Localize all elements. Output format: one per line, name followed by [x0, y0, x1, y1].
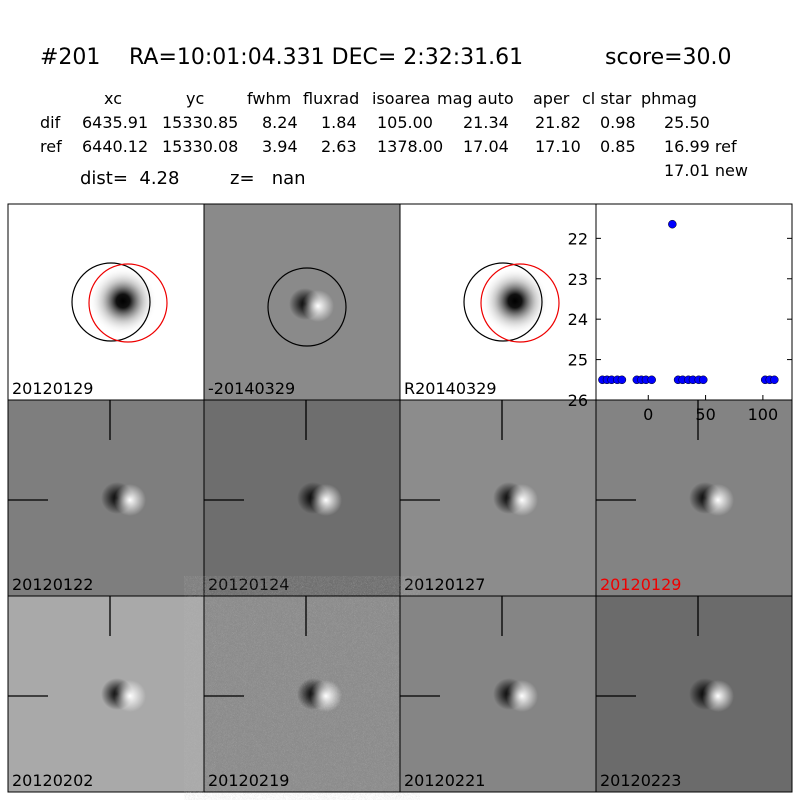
redshift: z= nan — [230, 168, 306, 189]
x-tick-label: 0 — [643, 405, 653, 424]
dipole-light — [114, 484, 146, 516]
column-header: mag auto — [437, 89, 514, 108]
table-cell: 6440.12 — [82, 137, 148, 156]
dipole-light — [506, 484, 538, 516]
table-cell: 1.84 — [321, 113, 357, 132]
coordinates: RA=10:01:04.331 DEC= 2:32:31.61 — [129, 45, 523, 70]
source-blob — [481, 267, 549, 335]
x-tick-label: 50 — [695, 405, 715, 424]
point — [668, 219, 677, 229]
dipole-light — [114, 680, 146, 712]
dipole-light — [702, 484, 734, 516]
column-header: cl star — [582, 89, 632, 108]
dipole-light — [506, 680, 538, 712]
table-cell: 21.82 — [535, 113, 581, 132]
x-tick-label: 100 — [748, 405, 779, 424]
point — [770, 375, 779, 385]
stamp-label: 20120202 — [12, 771, 93, 790]
dipole-light — [310, 680, 342, 712]
table-cell: 25.50 — [664, 113, 710, 132]
table-cell: 6435.91 — [82, 113, 148, 132]
table-cell: 1378.00 — [377, 137, 443, 156]
aperture-circle — [267, 267, 347, 347]
table-cell: 3.94 — [262, 137, 298, 156]
point — [617, 375, 627, 385]
table-cell: 105.00 — [377, 113, 433, 132]
stamp-label: R20140329 — [404, 379, 497, 398]
distance: dist= 4.28 — [80, 168, 179, 189]
phmag-new: 17.01 new — [664, 161, 748, 180]
stamp-label: 20120127 — [404, 575, 485, 594]
y-tick-label: 22 — [568, 229, 588, 248]
table-cell: 15330.08 — [162, 137, 238, 156]
score: score=30.0 — [605, 45, 732, 70]
table-cell: 0.98 — [600, 113, 636, 132]
dipole-light — [310, 484, 342, 516]
stamp-label: 20120219 — [208, 771, 289, 790]
y-tick-label: 25 — [568, 351, 588, 370]
table-cell: 2.63 — [321, 137, 357, 156]
dipole-light — [302, 290, 334, 322]
stamp-label: 20120129 — [600, 575, 681, 594]
stamp-label: 20120124 — [208, 575, 289, 594]
stamp-label: 20120223 — [600, 771, 681, 790]
point — [647, 375, 656, 385]
column-header: yc — [186, 89, 204, 108]
chart-background — [595, 203, 793, 401]
column-header: fwhm — [247, 89, 291, 108]
stamp-frame — [595, 595, 793, 793]
row-label: dif — [40, 113, 61, 132]
row-label: ref — [40, 137, 62, 156]
column-header: fluxrad — [303, 89, 359, 108]
stamp-label: -20140329 — [208, 379, 295, 398]
new-circle — [480, 263, 560, 343]
column-header: xc — [104, 89, 122, 108]
column-header: isoarea — [372, 89, 430, 108]
new-circle — [88, 263, 168, 343]
dipole-light — [702, 680, 734, 712]
column-header: aper — [533, 89, 570, 108]
stamp-label: 20120129 — [12, 379, 93, 398]
y-tick-label: 24 — [568, 310, 588, 329]
y-tick-label: 26 — [568, 391, 588, 410]
object-id: #201 — [40, 45, 100, 70]
source-blob — [89, 267, 157, 335]
table-cell: 17.10 — [535, 137, 581, 156]
y-tick-label: 23 — [568, 270, 588, 289]
point — [699, 375, 708, 385]
ref-circle — [71, 262, 151, 342]
ref-circle — [463, 262, 543, 342]
table-cell: 8.24 — [262, 113, 298, 132]
table-cell: 21.34 — [463, 113, 509, 132]
table-cell: 15330.85 — [162, 113, 238, 132]
stamp-label: 20120221 — [404, 771, 485, 790]
table-cell: 0.85 — [600, 137, 636, 156]
table-cell: 17.04 — [463, 137, 509, 156]
table-cell: 16.99 ref — [664, 137, 737, 156]
column-header: phmag — [641, 89, 697, 108]
stamp-label: 20120122 — [12, 575, 93, 594]
